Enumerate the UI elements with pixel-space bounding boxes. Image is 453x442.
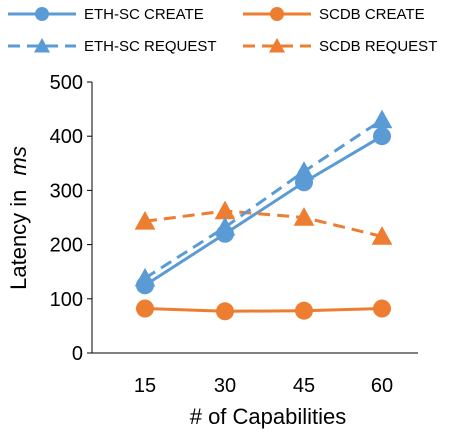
axis-labels: # of Capabilities Latency in ms: [6, 146, 346, 429]
y-tick-label: 500: [50, 72, 83, 94]
data-point: [134, 210, 156, 230]
x-tick-label: 60: [371, 375, 393, 397]
legend-item: ETH-SC REQUEST: [8, 37, 217, 55]
data-point: [136, 299, 154, 318]
legend-label: ETH-SC REQUEST: [84, 38, 217, 55]
legend: ETH-SC CREATE SCDB CREATE ETH-SC REQUEST SC…: [8, 6, 437, 55]
x-tick-label: 30: [214, 375, 236, 397]
series-line: [144, 307, 383, 313]
data-point: [214, 200, 236, 220]
data-point: [373, 127, 391, 146]
series-scdb-create: [136, 299, 391, 321]
data-point: [216, 302, 234, 321]
series-line: [144, 209, 383, 238]
axes: 0 100 200 300 400 500 15 30 45 60: [50, 72, 418, 397]
legend-label: ETH-SC CREATE: [84, 6, 204, 23]
legend-marker: [268, 37, 286, 53]
y-tick-label: 400: [50, 126, 83, 148]
series-line: [144, 134, 383, 287]
data-point: [373, 299, 391, 318]
series-eth-sc-request: [134, 109, 393, 287]
legend-label: SCDB REQUEST: [319, 38, 437, 55]
x-tick-label: 45: [293, 375, 315, 397]
y-tick-label: 100: [50, 289, 83, 311]
data-point: [214, 216, 236, 236]
data-point: [371, 226, 393, 245]
legend-marker: [270, 7, 284, 21]
data-point: [371, 109, 393, 129]
y-axis-title-unit: ms: [6, 146, 31, 175]
data-point: [293, 161, 315, 180]
y-tick-label: 300: [50, 180, 83, 202]
legend-marker: [33, 37, 51, 53]
series-layer: [134, 109, 393, 321]
series-scdb-request: [134, 200, 393, 245]
legend-item: ETH-SC CREATE: [8, 6, 204, 23]
y-tick-label: 0: [72, 343, 83, 365]
data-point: [295, 301, 313, 320]
legend-item: SCDB REQUEST: [243, 37, 437, 55]
legend-item: SCDB CREATE: [243, 6, 425, 23]
y-axis-title: Latency in ms: [6, 146, 31, 290]
y-axis-title-text: Latency in: [6, 190, 31, 290]
series-line: [144, 118, 383, 280]
x-axis-title: # of Capabilities: [190, 404, 347, 429]
legend-label: SCDB CREATE: [319, 6, 425, 23]
data-point: [134, 267, 156, 287]
legend-marker: [35, 7, 49, 21]
series-eth-sc-create: [136, 127, 391, 295]
y-tick-label: 200: [50, 235, 83, 257]
x-tick-label: 15: [134, 375, 156, 397]
data-point: [293, 207, 315, 226]
